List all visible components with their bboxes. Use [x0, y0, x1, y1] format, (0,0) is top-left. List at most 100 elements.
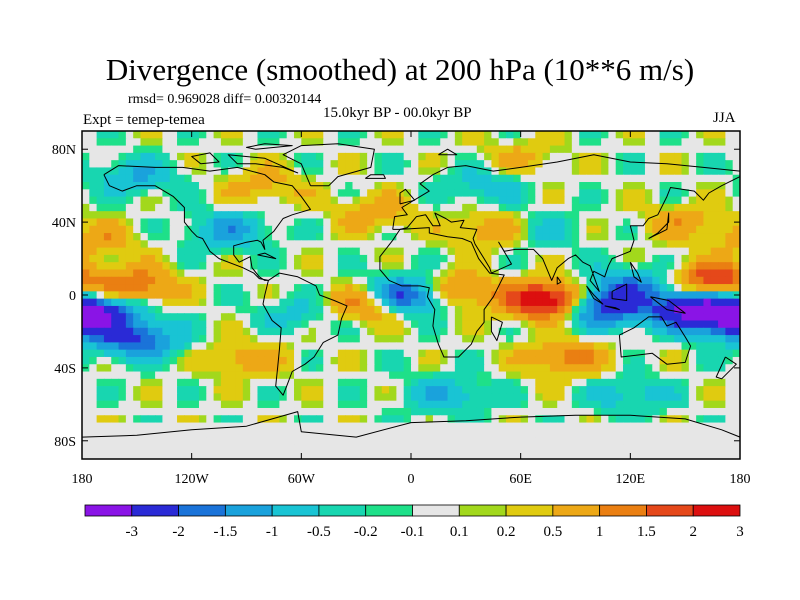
field-cell [315, 327, 324, 336]
field-cell [235, 437, 244, 446]
field-cell [571, 254, 580, 263]
field-cell [542, 138, 551, 147]
field-cell [242, 342, 251, 351]
field-cell [191, 400, 200, 409]
field-cell [462, 189, 471, 198]
field-cell [411, 335, 419, 343]
field-cell [703, 415, 712, 424]
field-cell [389, 276, 397, 285]
field-cell [396, 371, 405, 380]
field-cell [352, 276, 361, 285]
field-cell [425, 145, 434, 154]
field-cell [564, 349, 573, 358]
field-cell [308, 298, 317, 307]
field-cell [315, 371, 324, 380]
field-cell [177, 313, 185, 322]
field-cell [440, 305, 449, 314]
field-cell [235, 182, 244, 190]
field-cell [374, 356, 383, 365]
field-cell [323, 378, 332, 387]
field-cell [447, 291, 456, 300]
field-cell [147, 437, 156, 446]
field-cell [703, 378, 712, 387]
field-cell [381, 145, 390, 154]
field-cell [454, 225, 463, 234]
experiment-label: Expt = temep-temea [83, 112, 205, 128]
field-cell [630, 364, 639, 373]
field-cell [411, 305, 419, 314]
field-cell [571, 335, 580, 343]
field-cell [337, 167, 346, 176]
field-cell [681, 437, 690, 446]
field-cell [571, 437, 580, 446]
field-cell [111, 167, 120, 176]
field-cell [177, 240, 185, 249]
field-cell [586, 247, 595, 256]
field-cell [140, 422, 149, 431]
field-cell [454, 364, 463, 373]
field-cell [718, 131, 726, 139]
field-cell [586, 218, 595, 227]
field-cell [710, 393, 719, 402]
field-cell [330, 276, 339, 285]
field-cell [557, 167, 566, 176]
field-cell [484, 444, 493, 453]
field-cell [710, 254, 719, 263]
field-cell [557, 305, 566, 314]
field-cell [476, 320, 485, 329]
field-cell [491, 364, 500, 373]
colorbar-swatch [224, 504, 273, 517]
field-cell [103, 203, 112, 212]
field-cell [549, 422, 558, 431]
field-cell [264, 131, 273, 139]
field-cell [374, 298, 383, 307]
field-cell [264, 218, 273, 227]
field-cell [235, 131, 244, 139]
field-cell [491, 218, 500, 227]
field-cell [725, 284, 734, 292]
field-cell [732, 400, 740, 409]
field-cell [169, 218, 178, 227]
field-cell [623, 269, 631, 278]
field-cell [549, 371, 558, 380]
field-cell [206, 313, 215, 322]
field-cell [111, 211, 120, 220]
field-cell [513, 437, 522, 446]
field-cell [111, 451, 120, 459]
field-cell [484, 356, 493, 365]
field-cell [637, 225, 646, 234]
field-cell [125, 284, 134, 292]
field-cell [484, 240, 493, 249]
field-cell [82, 407, 90, 416]
field-cell [520, 254, 529, 263]
field-cell [725, 356, 734, 365]
field-cell [89, 342, 98, 351]
field-cell [666, 437, 675, 446]
field-cell [601, 211, 609, 220]
field-cell [389, 342, 397, 351]
field-cell [681, 240, 690, 249]
field-cell [162, 451, 171, 459]
field-cell [593, 349, 602, 358]
field-cell [630, 233, 639, 241]
field-cell [198, 451, 207, 459]
field-cell [140, 291, 149, 300]
field-cell [666, 371, 675, 380]
field-cell [718, 189, 726, 198]
field-cell [535, 203, 544, 212]
field-cell [498, 203, 507, 212]
field-cell [674, 407, 683, 416]
field-cell [630, 342, 639, 351]
field-cell [191, 203, 200, 212]
field-cell [118, 313, 127, 322]
field-cell [198, 182, 207, 190]
field-cell [272, 451, 280, 459]
field-cell [571, 313, 580, 322]
field-cell [89, 371, 98, 380]
field-cell [155, 422, 164, 431]
field-cell [345, 276, 354, 285]
field-cell [162, 218, 171, 227]
field-cell [162, 298, 171, 307]
field-cell [337, 182, 346, 190]
field-cell [345, 356, 354, 365]
